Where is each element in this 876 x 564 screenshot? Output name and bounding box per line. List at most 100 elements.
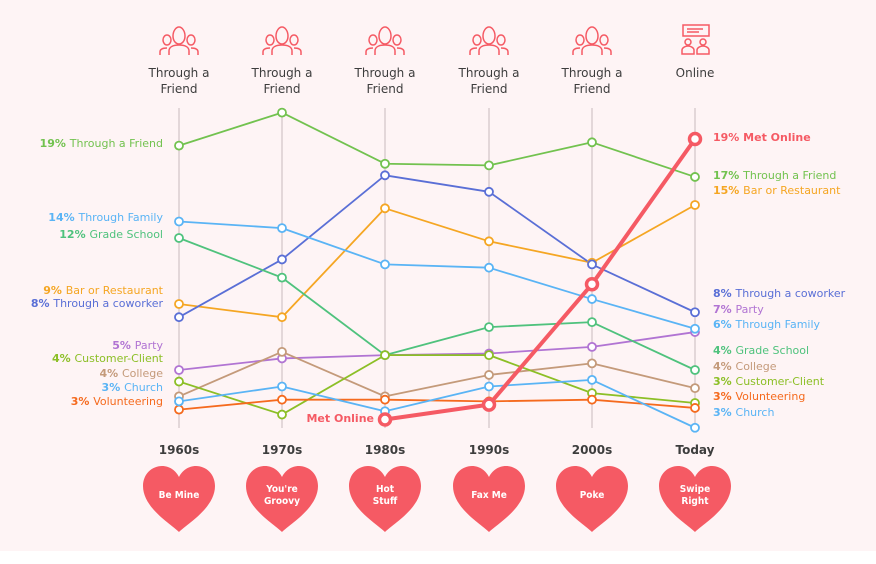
end-label-through-family: 6% Through Family — [713, 318, 820, 331]
data-point-through-a-coworker-1970s — [277, 254, 287, 265]
data-point-through-family-today — [690, 323, 700, 334]
header-label-line2: Friend — [160, 82, 198, 96]
start-label-through-family: 14% Through Family — [48, 211, 163, 224]
data-point-church-1960s — [174, 396, 184, 407]
heart-message-line1: Hot — [375, 484, 394, 495]
data-point-volunteering-today — [690, 403, 700, 413]
header-label-line2: Friend — [366, 82, 404, 96]
data-point-met-online-1980s — [377, 412, 393, 427]
label-text: Volunteering — [93, 395, 163, 408]
label-text: Customer-Client — [735, 375, 825, 388]
header-label: Through a Friend — [439, 65, 539, 97]
heart-icon: You're Groovy — [244, 464, 320, 534]
header-label-line1: Through a — [148, 66, 210, 80]
heart-icon: Hot Stuff — [347, 464, 423, 534]
data-point-through-a-friend-1980s — [380, 158, 390, 169]
end-label-church: 3% Church — [713, 406, 774, 419]
label-text: Party — [735, 303, 764, 316]
header-label-line1: Through a — [561, 66, 623, 80]
data-point-bar-or-restaurant-1960s — [174, 299, 184, 309]
decade-label: 1980s — [364, 443, 406, 457]
end-label-through-a-coworker: 8% Through a coworker — [713, 287, 845, 300]
header-label: Online — [645, 65, 745, 81]
data-point-party-1960s — [174, 365, 184, 375]
header-label-line2: Friend — [263, 82, 301, 96]
label-percent: 4% — [713, 360, 736, 373]
label-percent: 3% — [713, 375, 736, 388]
data-point-through-a-friend-1990s — [484, 160, 494, 171]
heart-message-line1: Fax Me — [471, 490, 507, 501]
group-of-people-icon — [365, 24, 405, 56]
end-label-volunteering: 3% Volunteering — [713, 390, 805, 403]
label-percent: 4% — [51, 352, 75, 365]
data-point-through-family-2000s — [587, 294, 597, 304]
label-text: Through a coworker — [53, 297, 163, 310]
data-point-through-family-1990s — [484, 262, 494, 273]
group-of-people-icon — [469, 24, 509, 56]
series-line-through-a-coworker — [178, 174, 696, 318]
heart-message: You're Groovy — [244, 484, 320, 508]
label-text: Customer-Client — [74, 352, 163, 365]
data-point-bar-or-restaurant-today — [690, 200, 700, 210]
data-point-church-1970s — [277, 381, 287, 392]
data-point-customer-client-1980s — [380, 350, 390, 361]
data-point-through-a-friend-today — [690, 172, 700, 182]
start-label-college: 4% College — [99, 367, 163, 380]
end-label-grade-school: 4% Grade School — [713, 344, 809, 357]
data-point-college-1990s — [484, 370, 494, 380]
heart-icon: Be Mine — [141, 464, 217, 534]
data-point-church-today — [690, 422, 700, 433]
label-text: Church — [735, 406, 775, 419]
heart-message-line2: Stuff — [372, 496, 398, 507]
series-line-college — [178, 350, 696, 398]
data-point-through-a-friend-1970s — [277, 107, 287, 118]
start-label-customer-client: 4% Customer-Client — [52, 352, 163, 365]
data-point-through-a-coworker-1990s — [484, 186, 494, 197]
label-percent: 12% — [59, 228, 90, 241]
label-percent: 6% — [713, 318, 736, 331]
label-percent: 14% — [48, 211, 79, 224]
heart-message-line1: Be Mine — [158, 490, 200, 501]
heart-message-line2: Groovy — [264, 496, 300, 507]
decade-label: 1960s — [158, 443, 200, 457]
label-text: Through Family — [78, 211, 163, 224]
data-point-through-family-1980s — [380, 259, 390, 270]
data-point-bar-or-restaurant-1990s — [484, 236, 494, 247]
data-point-customer-client-1960s — [174, 376, 184, 387]
data-point-through-family-1960s — [174, 216, 184, 227]
label-percent: 4% — [713, 344, 736, 357]
series-line-church — [178, 378, 696, 429]
label-percent: 9% — [43, 284, 66, 297]
data-point-volunteering-1960s — [174, 404, 184, 415]
label-percent: 3% — [101, 381, 125, 394]
data-point-grade-school-1990s — [484, 322, 494, 333]
header-label-line2: Friend — [573, 82, 611, 96]
start-label-grade-school: 12% Grade School — [59, 228, 163, 241]
data-point-college-2000s — [587, 358, 597, 369]
series-line-party — [178, 331, 696, 371]
data-point-through-a-friend-1960s — [174, 140, 184, 151]
heart-icon: Swipe Right — [657, 464, 733, 534]
header-label-line1: Through a — [251, 66, 313, 80]
data-point-grade-school-2000s — [587, 317, 597, 328]
series-line-customer-client — [178, 354, 696, 416]
data-point-customer-client-1970s — [277, 409, 287, 420]
data-point-grade-school-1970s — [277, 272, 287, 283]
heart-message-line1: You're — [266, 484, 298, 495]
heart-message-line1: Poke — [579, 490, 605, 501]
decade-label: 2000s — [571, 443, 613, 457]
group-of-people-icon — [159, 24, 199, 56]
series-line-through-a-friend — [178, 111, 696, 178]
header-label: Through a Friend — [335, 65, 435, 97]
end-labels: 19% Met Online 17% Through a Friend 15% Ba… — [713, 0, 876, 564]
label-percent: 3% — [713, 406, 736, 419]
online-chat-icon — [675, 24, 715, 56]
label-text: Bar or Restaurant — [743, 184, 841, 197]
label-percent: 4% — [99, 367, 122, 380]
data-point-grade-school-1960s — [174, 233, 184, 243]
end-label-bar-or-restaurant: 15% Bar or Restaurant — [713, 184, 840, 197]
series-line-through-family — [178, 220, 696, 330]
data-point-through-a-friend-2000s — [587, 137, 597, 148]
start-label-through-a-coworker: 8% Through a coworker — [31, 297, 163, 310]
data-point-through-family-1970s — [277, 223, 287, 234]
